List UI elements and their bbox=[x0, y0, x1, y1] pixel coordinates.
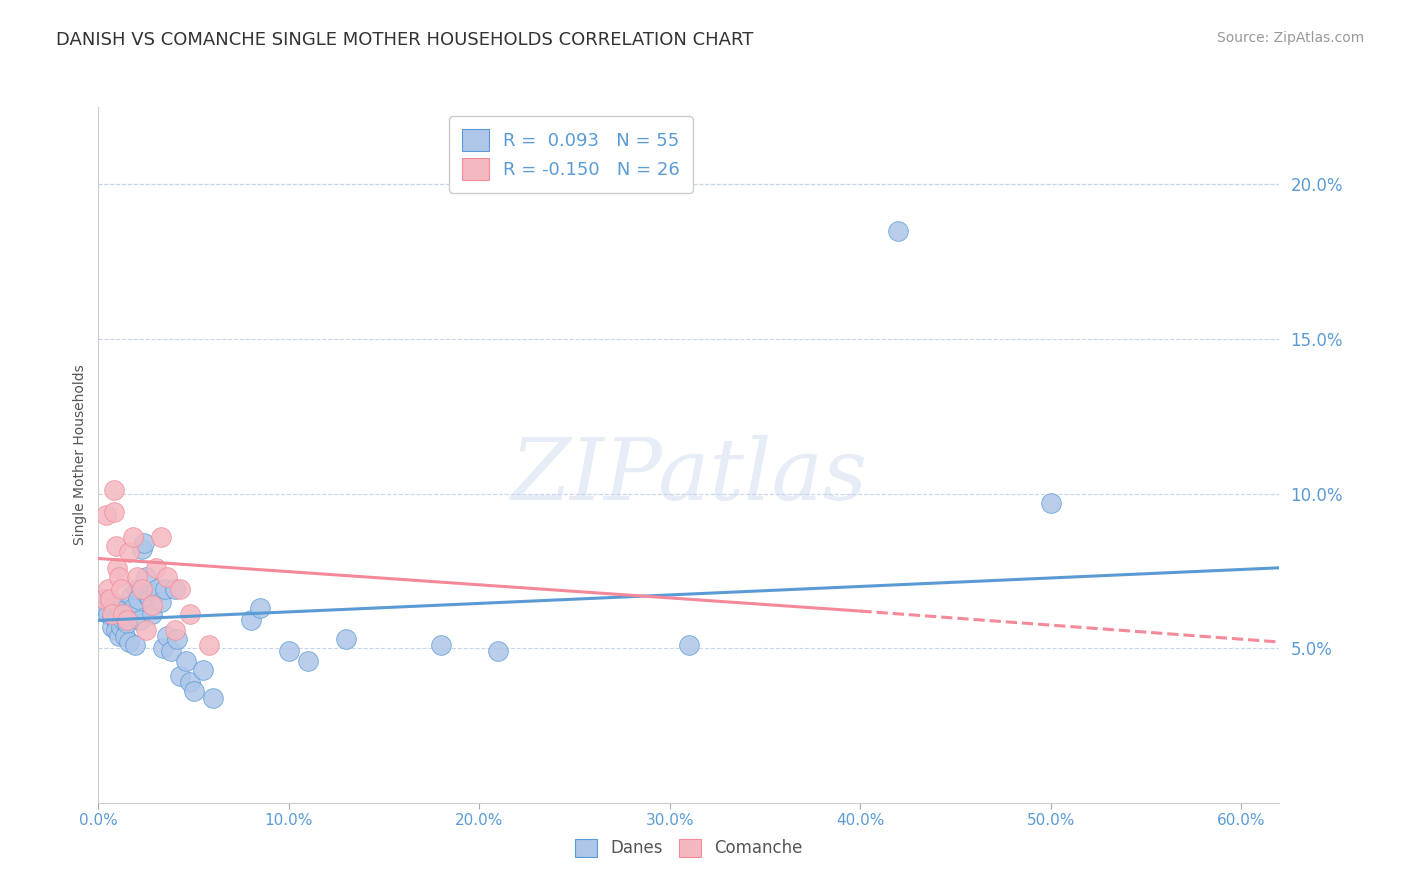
Point bbox=[335, 632, 357, 646]
Point bbox=[100, 610, 122, 624]
Point bbox=[103, 505, 125, 519]
Point bbox=[97, 582, 120, 597]
Point bbox=[134, 536, 156, 550]
Point bbox=[488, 644, 510, 658]
Point bbox=[94, 601, 117, 615]
Point bbox=[100, 619, 122, 633]
Point bbox=[201, 690, 224, 705]
Point bbox=[169, 669, 191, 683]
Point bbox=[115, 607, 138, 622]
Point bbox=[107, 598, 129, 612]
Point bbox=[120, 589, 142, 603]
Point bbox=[249, 601, 271, 615]
Point bbox=[97, 607, 120, 622]
Point bbox=[131, 582, 153, 597]
Point bbox=[129, 613, 152, 627]
Point bbox=[166, 632, 188, 646]
Point bbox=[115, 613, 138, 627]
Point bbox=[141, 607, 163, 622]
Point bbox=[141, 598, 163, 612]
Point bbox=[104, 613, 127, 627]
Point bbox=[118, 635, 141, 649]
Point bbox=[174, 654, 197, 668]
Text: DANISH VS COMANCHE SINGLE MOTHER HOUSEHOLDS CORRELATION CHART: DANISH VS COMANCHE SINGLE MOTHER HOUSEHO… bbox=[56, 31, 754, 49]
Point bbox=[110, 582, 132, 597]
Point bbox=[169, 582, 191, 597]
Point bbox=[104, 539, 127, 553]
Point bbox=[118, 545, 141, 559]
Point bbox=[163, 623, 186, 637]
Point bbox=[179, 675, 201, 690]
Point bbox=[179, 607, 201, 622]
Point bbox=[135, 570, 157, 584]
Point bbox=[108, 570, 131, 584]
Legend: Danes, Comanche: Danes, Comanche bbox=[568, 832, 810, 864]
Point bbox=[145, 585, 167, 599]
Point bbox=[146, 582, 169, 597]
Point bbox=[136, 589, 159, 603]
Point bbox=[145, 561, 167, 575]
Point bbox=[114, 629, 136, 643]
Point bbox=[115, 616, 138, 631]
Point bbox=[104, 623, 127, 637]
Point bbox=[198, 638, 221, 652]
Point bbox=[156, 629, 179, 643]
Point bbox=[112, 613, 135, 627]
Point bbox=[100, 607, 122, 622]
Point bbox=[121, 530, 143, 544]
Point bbox=[193, 663, 215, 677]
Text: Source: ZipAtlas.com: Source: ZipAtlas.com bbox=[1216, 31, 1364, 45]
Point bbox=[93, 591, 115, 606]
Point bbox=[103, 601, 125, 615]
Point bbox=[156, 570, 179, 584]
Text: ZIPatlas: ZIPatlas bbox=[510, 434, 868, 517]
Point bbox=[678, 638, 700, 652]
Point bbox=[152, 641, 174, 656]
Point bbox=[153, 582, 176, 597]
Point bbox=[103, 483, 125, 498]
Point bbox=[163, 582, 186, 597]
Point bbox=[98, 595, 121, 609]
Point bbox=[121, 601, 143, 615]
Point bbox=[139, 591, 162, 606]
Y-axis label: Single Mother Households: Single Mother Households bbox=[73, 365, 87, 545]
Point bbox=[150, 530, 173, 544]
Point bbox=[131, 542, 153, 557]
Point bbox=[124, 638, 146, 652]
Point bbox=[108, 629, 131, 643]
Point bbox=[127, 591, 149, 606]
Point bbox=[135, 623, 157, 637]
Point bbox=[94, 508, 117, 523]
Point bbox=[1039, 496, 1062, 510]
Point bbox=[887, 224, 910, 238]
Point bbox=[98, 591, 121, 606]
Point bbox=[277, 644, 299, 658]
Point bbox=[159, 644, 181, 658]
Point bbox=[125, 570, 148, 584]
Point bbox=[150, 595, 173, 609]
Point bbox=[107, 561, 129, 575]
Point bbox=[110, 604, 132, 618]
Point bbox=[297, 654, 319, 668]
Point bbox=[239, 613, 262, 627]
Point bbox=[93, 591, 115, 606]
Point bbox=[125, 582, 148, 597]
Point bbox=[112, 607, 135, 622]
Point bbox=[110, 619, 132, 633]
Point bbox=[430, 638, 453, 652]
Point bbox=[183, 684, 205, 698]
